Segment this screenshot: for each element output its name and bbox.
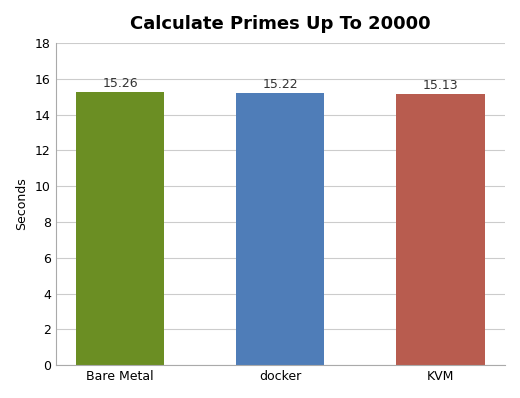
Bar: [396, 94, 485, 365]
Title: Calculate Primes Up To 20000: Calculate Primes Up To 20000: [130, 15, 431, 33]
Text: 15.22: 15.22: [263, 78, 298, 91]
Y-axis label: Seconds: Seconds: [15, 178, 28, 230]
Bar: [236, 93, 324, 365]
Text: 15.13: 15.13: [423, 80, 458, 92]
Bar: [76, 92, 164, 365]
Text: 15.26: 15.26: [102, 77, 138, 90]
